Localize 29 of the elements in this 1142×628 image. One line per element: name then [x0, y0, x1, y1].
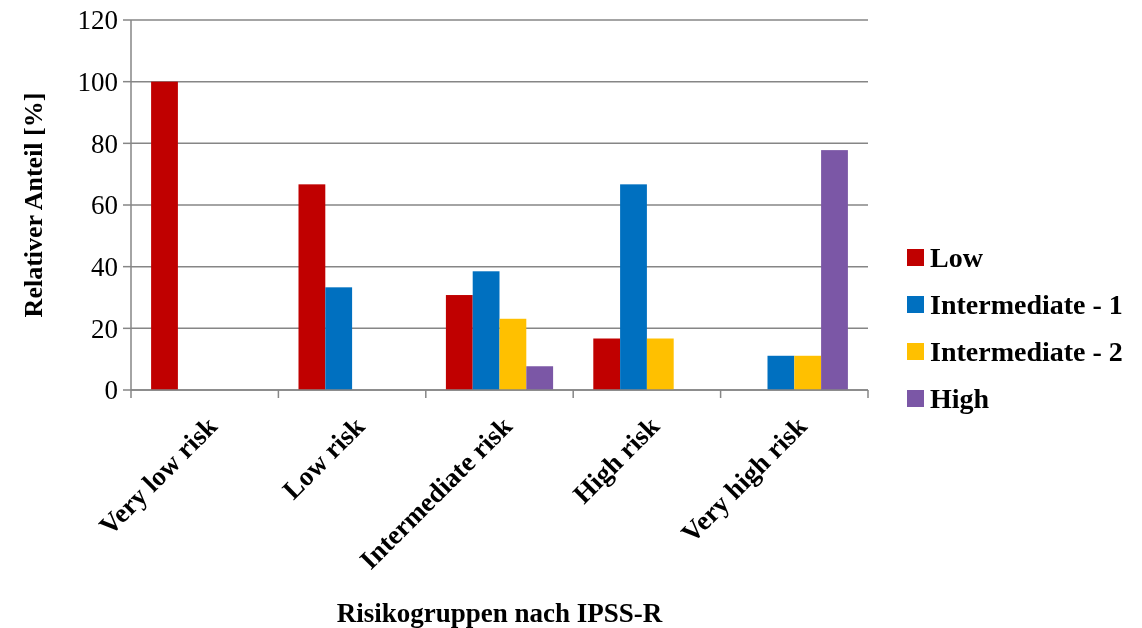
x-tick-label: Very low risk: [93, 411, 223, 541]
bar: [499, 318, 527, 390]
bar: [821, 150, 848, 390]
bar: [526, 366, 554, 390]
bar: [620, 184, 647, 390]
legend-label: Intermediate - 2: [930, 335, 1123, 367]
bar: [767, 355, 795, 390]
bar: [298, 184, 326, 390]
x-axis-title: Risikogruppen nach IPSS-R: [336, 598, 663, 628]
y-axis-title: Relativer Anteil [%]: [19, 92, 48, 318]
bar: [472, 271, 500, 390]
legend-label: Intermediate - 1: [930, 288, 1123, 320]
y-tick-label: 40: [91, 252, 118, 283]
bar: [445, 295, 473, 390]
legend-label: Low: [930, 241, 984, 273]
bar: [593, 338, 621, 390]
legend-label: High: [930, 382, 990, 414]
y-tick-label: 0: [104, 375, 118, 406]
y-tick-label: 120: [77, 5, 118, 36]
y-tick-label: 20: [91, 313, 118, 344]
x-tick-label: Very high risk: [675, 411, 813, 549]
bar: [151, 81, 178, 390]
y-tick-label: 80: [91, 128, 118, 159]
y-tick-label: 60: [91, 190, 118, 221]
y-tick-label: 100: [77, 67, 118, 98]
bar: [794, 355, 822, 390]
bar: [646, 338, 674, 390]
bar: [325, 287, 353, 390]
x-tick-label: Low risk: [276, 411, 371, 505]
